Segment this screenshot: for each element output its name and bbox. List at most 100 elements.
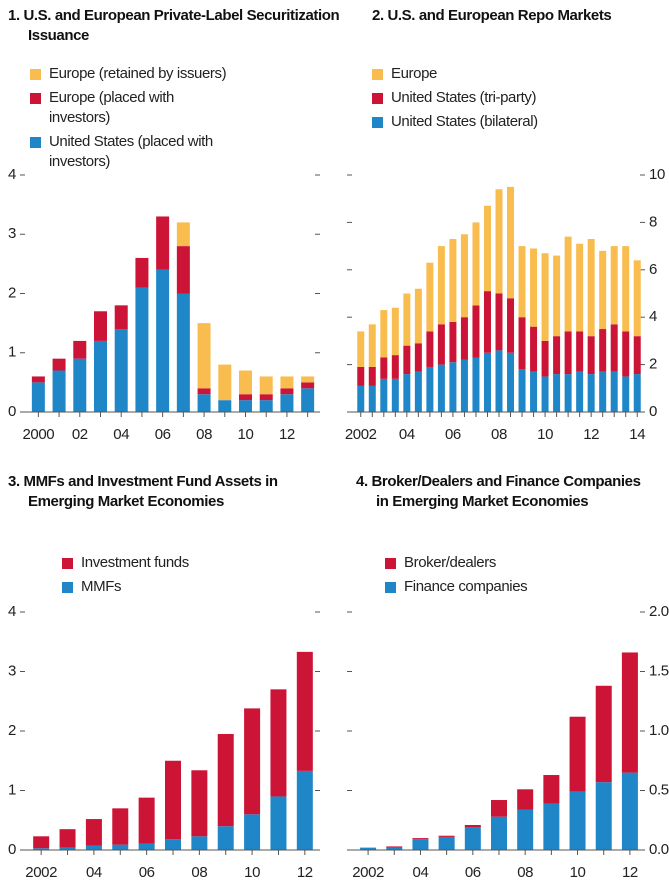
y-tick-label: 0.5 [649,781,669,798]
bar-segment [426,262,434,332]
bar-segment [553,374,561,412]
x-tick-label: 12 [297,864,313,881]
bar-segment [244,814,261,850]
legend-item: United States (placed with investors) [30,132,230,172]
y-tick-label: 8 [649,213,657,230]
x-tick-label: 06 [139,864,155,881]
x-tick-label: 08 [491,426,507,443]
bar-segment [94,340,107,412]
bar-segment [564,374,572,412]
bar-segment [135,257,149,288]
bar-segment [622,331,630,377]
bar-segment [368,385,376,412]
bar-segment [217,826,234,850]
legend-item: Europe [372,64,632,84]
x-tick-label: 12 [622,864,638,881]
bar-segment [483,291,491,353]
bar-segment [595,782,612,850]
legend: Broker/dealers Finance companies [385,553,615,601]
bar-segment [543,775,560,804]
y-tick-label: 4 [649,308,657,325]
bar-segment [244,708,261,815]
x-tick-label: 10 [244,864,260,881]
bar-segment [633,336,641,375]
bar-segment [622,246,630,332]
bar-segment [564,331,572,375]
bar-segment [491,816,507,850]
bar-segment [391,307,399,356]
bar-segment [464,825,481,828]
legend-label: United States (tri-party) [391,89,537,106]
bar-segment [412,838,429,840]
bar-segment [156,269,170,412]
bar-segment [576,243,584,332]
legend-item: Investment funds [62,553,282,573]
bar-segment [197,394,211,412]
bar-segment [610,324,618,372]
bar-segment [437,324,445,365]
bar-segment [495,189,503,294]
bar-segment [197,323,211,389]
legend-label: Broker/dealers [404,554,496,571]
y-tick-label: 3 [8,662,16,679]
bar-segment [218,364,232,401]
bar-segment [94,311,107,341]
y-tick-label: 2 [649,356,657,373]
bar-segment [599,329,607,372]
y-tick-label: 6 [649,261,657,278]
x-tick-label: 10 [238,426,254,443]
bar-segment [176,293,190,412]
legend-label: Europe [391,65,437,82]
bar-segment [491,800,507,817]
bar-segment [386,846,403,848]
bar-segment [239,400,252,412]
bar-segment [31,376,45,383]
bar-segment [280,394,294,412]
bar-segment [610,371,618,412]
bar-segment [360,847,377,850]
legend-swatch [372,69,383,80]
x-tick-label: 06 [445,426,461,443]
bar-segment [472,222,480,306]
y-tick-label: 4 [8,603,16,620]
bar-segment [391,355,399,379]
legend-swatch [385,558,396,569]
legend-swatch [385,582,396,593]
bar-segment [59,847,76,850]
y-tick-label: 0 [8,403,16,420]
bar-segment [437,364,445,412]
y-tick-label: 10 [649,166,665,183]
bar-segment [165,760,181,840]
legend-label: MMFs [81,578,122,595]
bar-segment [296,770,313,850]
bar-segment [270,689,287,797]
bar-segment [73,340,87,359]
bar-segment [217,733,234,827]
bar-segment [218,400,232,412]
bar-segment [587,336,595,375]
bar-segment [239,370,252,395]
bar-segment [460,234,468,318]
bar-segment [460,359,468,412]
bar-segment [530,248,538,327]
legend-label: Investment funds [81,554,189,571]
x-tick-label: 08 [517,864,533,881]
legend-swatch [30,137,41,148]
legend-swatch [62,558,73,569]
bar-segment [495,350,503,412]
x-tick-label: 14 [629,426,645,443]
x-tick-label: 2000 [22,426,54,443]
x-tick-label: 2002 [345,426,377,443]
bar-segment [437,246,445,325]
bar-segment [633,374,641,412]
x-tick-label: 10 [537,426,553,443]
bar-segment [391,378,399,412]
bar-segment [483,352,491,412]
chart-title: 4. Broker/Dealers and Finance Companies … [356,473,641,510]
bar-segment [368,324,376,367]
bar-segment [543,803,560,850]
legend: Europe (retained by issuers) Europe (plac… [30,64,230,176]
y-tick-label: 1 [8,781,16,798]
bar-segment [553,255,561,337]
